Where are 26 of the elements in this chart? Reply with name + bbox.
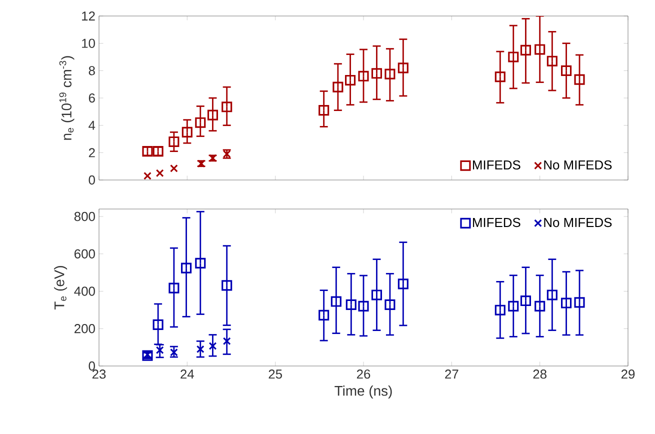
y-tick-label: 2 [88, 148, 95, 158]
y-tick-label: 400 [74, 286, 95, 296]
legend-label: MIFEDS [473, 218, 520, 228]
y-tick-label: 0 [88, 361, 95, 371]
legend-label: No MIFEDS [544, 160, 612, 170]
y-tick-label: 8 [88, 66, 95, 76]
y-tick-label: 12 [82, 11, 95, 21]
y-tick-label: 800 [74, 212, 95, 222]
y-axis-title: T$_{e}$ (eV) [54, 266, 68, 310]
x-tick-label: 26 [356, 370, 370, 379]
x-tick-label: 27 [445, 370, 458, 379]
legend-label: No MIFEDS [544, 218, 612, 228]
y-tick-label: 600 [74, 249, 95, 258]
y-tick-label: 6 [88, 93, 95, 103]
y-tick-label: 0 [88, 175, 95, 185]
y-tick-label: 10 [82, 38, 95, 48]
x-tick-label: 28 [533, 370, 546, 379]
y-tick-label: 4 [88, 120, 96, 130]
x-tick-label: 25 [268, 370, 282, 379]
x-tick-label: 23 [92, 370, 106, 379]
x-axis-title: Time (ns) [334, 386, 392, 399]
x-tick-label: 29 [621, 370, 635, 379]
y-tick-label: 200 [74, 324, 95, 334]
y-axis-title: n$_{e}$ (10$^{19}$ cm$^{-3}$) [59, 56, 74, 140]
x-tick-label: 24 [180, 370, 194, 379]
legend-label: MIFEDS [473, 160, 520, 170]
